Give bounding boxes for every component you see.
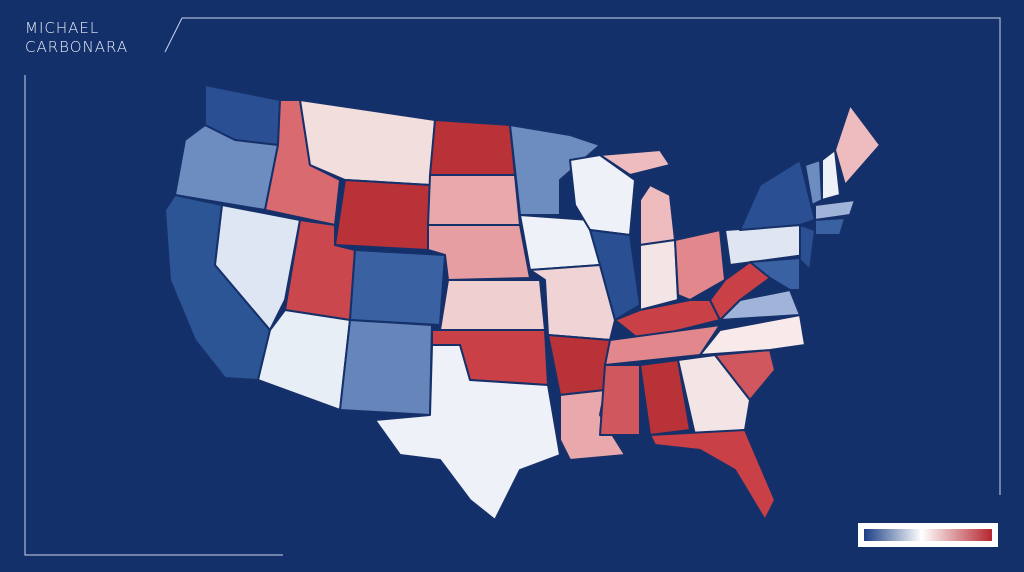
brand-line-2: CARBONARA [25, 38, 128, 56]
state [639, 359, 691, 436]
state [821, 149, 841, 201]
brand-line-1: MICHAEL [25, 19, 99, 37]
state [799, 224, 816, 271]
state [334, 179, 431, 251]
state [599, 364, 641, 436]
state [649, 429, 776, 521]
state [589, 229, 641, 321]
state [339, 319, 433, 416]
state [547, 334, 611, 396]
state [257, 309, 351, 411]
state [349, 249, 446, 326]
state [639, 239, 679, 311]
state [674, 229, 726, 301]
state [214, 204, 301, 331]
state [439, 279, 546, 331]
legend-gradient [864, 529, 992, 541]
state [814, 217, 846, 236]
state [699, 314, 806, 356]
us-map [164, 84, 881, 521]
state [427, 174, 521, 226]
state [677, 354, 751, 436]
frame-top [164, 17, 1001, 495]
state [834, 104, 881, 186]
state [814, 199, 856, 221]
state [599, 149, 671, 176]
state [639, 184, 676, 246]
state [429, 119, 516, 176]
frame-bottom [24, 75, 283, 556]
state [374, 344, 561, 521]
state [739, 159, 816, 231]
state [749, 257, 801, 291]
